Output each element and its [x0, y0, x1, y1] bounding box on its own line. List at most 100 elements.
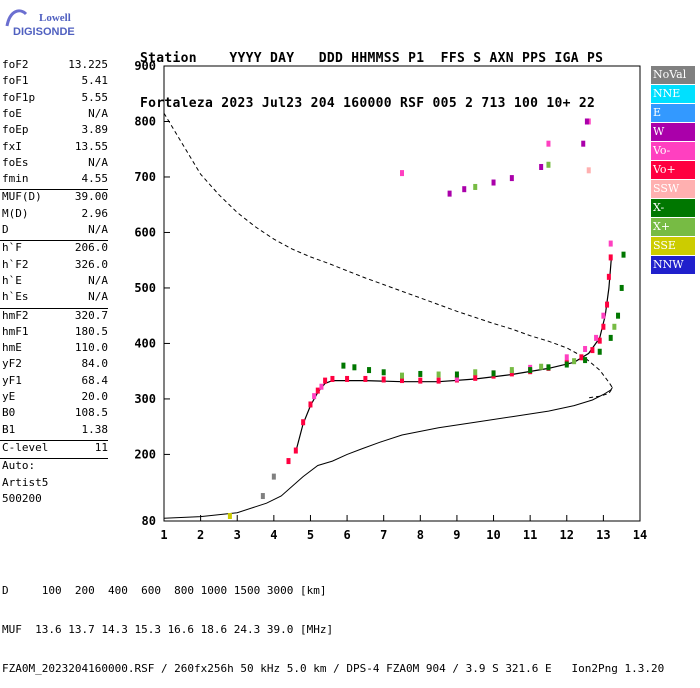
y-tick-label: 900: [134, 59, 156, 73]
echo-point-w: [491, 179, 496, 186]
echo-point-vo-: [315, 387, 320, 394]
echo-point-w: [509, 175, 514, 182]
param-label: Auto:: [2, 459, 36, 473]
echo-point-x-: [341, 362, 346, 369]
param-label: h`E: [2, 273, 22, 287]
param-label: hmE: [2, 341, 22, 355]
echo-point-x-: [572, 358, 577, 365]
y-tick-label: 80: [142, 514, 156, 528]
param-row: yF1 68.4: [2, 374, 108, 390]
param-label: h`F2: [2, 257, 29, 271]
logo-line1: Lowell: [39, 12, 71, 24]
param-value: 20.0: [81, 390, 109, 403]
echo-point-vo-: [564, 354, 569, 361]
param-row: D N/A: [2, 223, 108, 239]
y-tick-label: 500: [134, 281, 156, 295]
param-label: Artist5: [2, 475, 49, 489]
x-tick-label: 14: [633, 528, 647, 542]
echo-point-vo-: [509, 370, 514, 377]
x-tick-label: 3: [234, 528, 241, 542]
legend-item: NoVal: [651, 66, 695, 84]
echo-point-vo-: [418, 377, 423, 384]
param-separator: [0, 240, 108, 242]
param-value: 326.0: [74, 257, 108, 271]
x-tick-label: 10: [486, 528, 500, 542]
param-label: C-level: [2, 440, 49, 454]
param-label: foEp: [2, 123, 29, 137]
echo-point-x-: [546, 161, 551, 168]
header-line1: Station YYYY DAY DDD HHMMSS P1 FFS S AXN…: [140, 51, 604, 66]
param-label: fxI: [2, 139, 22, 153]
param-value: 1.38: [81, 422, 109, 436]
echo-point-w: [539, 163, 544, 170]
param-value: N/A: [88, 223, 108, 236]
echo-point-vo-: [308, 401, 313, 408]
echo-point-x-: [612, 323, 617, 330]
echo-point-x-: [418, 370, 423, 377]
param-row: hmF1 180.5: [2, 325, 108, 341]
param-label: foE: [2, 106, 22, 120]
param-label: MUF(D): [2, 190, 42, 204]
plot-curves: [163, 112, 614, 519]
param-row: fmin 4.55: [2, 172, 108, 188]
axis-ticks: 1 2 3 4 5 6 7 8 9 10 11 12 13 14802003004005006007008…: [134, 59, 647, 542]
y-tick-label: 300: [134, 392, 156, 406]
param-label: B0: [2, 406, 16, 420]
ionogram-plot: 1 2 3 4 5 6 7 8 9 10 11 12 13 14802003004005006007008…: [134, 59, 647, 542]
station-header: Station YYYY DAY DDD HHMMSS P1 FFS S AXN…: [140, 21, 603, 126]
echo-point-x-: [564, 361, 569, 368]
echo-point-vo-: [319, 383, 324, 390]
param-row: foEs N/A: [2, 156, 108, 172]
echo-point-x-: [621, 251, 626, 258]
param-value: 206.0: [74, 241, 108, 255]
echo-point-vo-: [293, 447, 298, 454]
param-row: 500200: [2, 492, 108, 508]
echo-point-vo-: [400, 170, 404, 177]
echo-point-x-: [583, 357, 588, 364]
param-label: fmin: [2, 172, 29, 186]
legend-item: Vo+: [651, 161, 695, 179]
echo-point-vo-: [301, 419, 306, 426]
param-row: hmE 110.0: [2, 341, 108, 357]
param-value: 5.41: [81, 74, 109, 88]
legend-item: W: [651, 123, 695, 141]
param-separator: [0, 458, 108, 460]
echo-point-w: [462, 186, 467, 193]
param-row: foF1p 5.55: [2, 91, 108, 107]
digisonde-logo: Lowell DIGISONDE: [5, 9, 75, 38]
param-separator: [0, 189, 108, 191]
param-label: hmF2: [2, 308, 29, 322]
echo-point-x-: [509, 367, 514, 374]
param-label: M(D): [2, 206, 29, 220]
echo-point-vo-: [345, 375, 350, 382]
param-value: 320.7: [74, 308, 108, 322]
echo-point-x-: [528, 367, 533, 374]
x-tick-label: 4: [270, 528, 277, 542]
echo-point-vo-: [286, 458, 291, 465]
param-separator: [0, 307, 108, 309]
echo-point-vo-: [608, 240, 613, 247]
param-row: C-level 11: [2, 441, 108, 457]
param-row: foEp 3.89: [2, 123, 108, 139]
param-row: B1 1.38: [2, 423, 108, 439]
echo-point-x-: [454, 371, 459, 378]
echo-point-w: [584, 118, 589, 125]
echo-point-x-: [619, 284, 624, 291]
footer: D 100 200 400 600 800 1000 1500 3000 [km…: [2, 558, 664, 688]
legend-item: Vo-: [651, 142, 695, 160]
footer-file-info: FZA0M_2023204160000.RSF / 260fx256h 50 k…: [2, 662, 665, 675]
x-tick-label: 7: [380, 528, 387, 542]
echo-point-ssw: [586, 167, 591, 174]
param-row: hmF2 320.7: [2, 309, 108, 325]
x-tick-label: 13: [596, 528, 610, 542]
legend-item: NNW: [651, 256, 695, 274]
echo-point-w: [447, 190, 452, 197]
echo-point-vo-: [605, 301, 610, 308]
param-label: 500200: [2, 491, 42, 505]
param-row: fxI 13.55: [2, 140, 108, 156]
param-label: B1: [2, 422, 16, 436]
param-value: 2.96: [81, 206, 109, 220]
param-separator: [0, 439, 108, 441]
footer-muf-row: MUF 13.6 13.7 14.3 15.3 16.6 18.6 24.3 3…: [2, 623, 334, 636]
param-value: 108.5: [74, 406, 108, 420]
